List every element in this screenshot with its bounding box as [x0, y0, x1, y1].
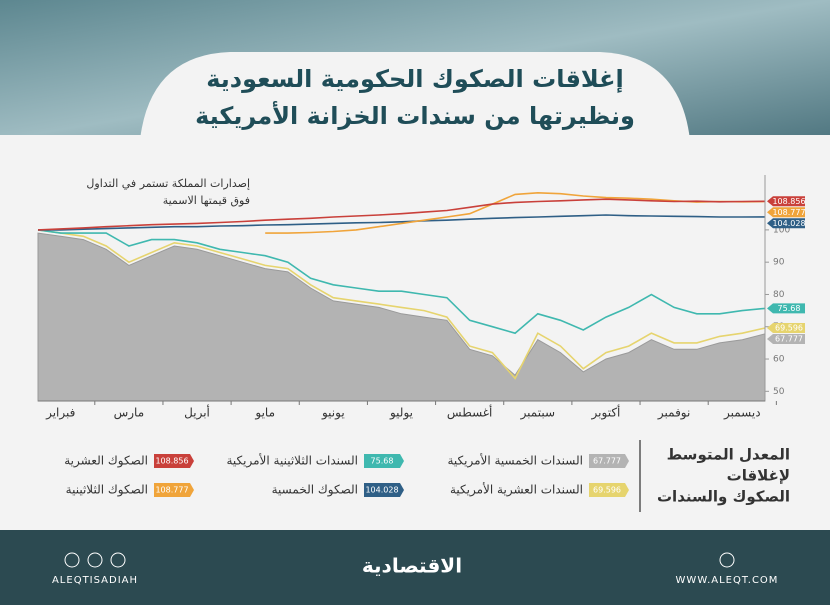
- footer-bg: [0, 530, 830, 605]
- annotation: إصدارات المملكة تستمر في التداول: [86, 177, 250, 190]
- legend-label: الصكوك الثلاثينية: [66, 483, 148, 498]
- legend-swatch: [154, 483, 194, 497]
- value-tag: [767, 323, 805, 334]
- legend-swatch: [364, 483, 404, 497]
- legend-value: 67.777: [593, 457, 621, 466]
- value-label: 67.777: [775, 335, 803, 344]
- legend-swatch: [364, 454, 404, 468]
- footer-handle: ALEQTISADIAH: [52, 575, 138, 586]
- line: [38, 214, 766, 231]
- value-tag: [767, 196, 805, 207]
- value-label: 69.596: [775, 324, 803, 333]
- y-tick-label: 50: [773, 387, 785, 397]
- x-tick-label: نوفمبر: [657, 406, 690, 421]
- footer-brand: الاقتصادية: [362, 554, 462, 578]
- icon: [110, 552, 126, 568]
- value-label: 108.777: [772, 208, 805, 217]
- legend-value: 108.856: [155, 457, 188, 466]
- x-tick-label: سبتمبر: [520, 406, 555, 421]
- legend-label: الصكوك العشرية: [64, 454, 148, 469]
- legend-value: 75.68: [371, 457, 394, 466]
- value-tag: [767, 207, 805, 218]
- annotation: فوق قيمتها الاسمية: [163, 194, 250, 207]
- x-tick-label: يوليو: [389, 406, 413, 421]
- x-tick-label: مايو: [254, 406, 275, 421]
- value-tag: [767, 303, 805, 314]
- legend-swatch: [154, 454, 194, 468]
- x-tick-label: فبراير: [45, 406, 75, 421]
- title-panel: [140, 52, 690, 140]
- x-tick-label: مارس: [114, 406, 145, 421]
- legend-title: الصكوك والسندات: [657, 488, 790, 506]
- line: [37, 229, 766, 380]
- x-tick-label: أكتوبر: [591, 405, 621, 421]
- legend-value: 108.777: [155, 486, 188, 495]
- legend-swatch: [589, 454, 629, 468]
- x-tick-label: ديسمبر: [723, 406, 761, 421]
- legend-label: السندات العشرية الأمريكية: [450, 482, 583, 498]
- icon: [64, 552, 80, 568]
- legend-label: السندات الثلاثينية الأمريكية: [226, 453, 358, 469]
- legend-label: السندات الخمسية الأمريكية: [447, 453, 583, 469]
- title-line: إغلاقات الصكوك الحكومية السعودية: [206, 65, 624, 93]
- footer-site: WWW.ALEQT.COM: [676, 575, 779, 586]
- x-tick-label: أبريل: [184, 405, 210, 421]
- plot: [37, 191, 766, 402]
- legend-value: 104.028: [365, 486, 398, 495]
- title-line: ونظيرتها من سندات الخزانة الأمريكية: [195, 101, 635, 130]
- y-tick-label: 100: [773, 225, 790, 235]
- area: [37, 232, 766, 402]
- x-tick-label: يونيو: [321, 406, 345, 421]
- y-tick-label: 60: [773, 355, 785, 365]
- line: [37, 198, 766, 231]
- icon: [87, 552, 103, 568]
- line: [37, 229, 766, 335]
- value-tag: [767, 218, 805, 229]
- x-tick-label: أغسطس: [447, 405, 492, 421]
- value-label: 108.856: [772, 197, 805, 206]
- value-label: 75.68: [778, 304, 801, 313]
- legend-swatch: [589, 483, 629, 497]
- legend-title: المعدل المتوسط: [667, 446, 790, 464]
- legend-label: الصكوك الخمسية: [272, 483, 358, 498]
- legend-title: لإغلاقات: [727, 467, 790, 485]
- value-label: 104.028: [772, 219, 805, 228]
- legend-value: 69.596: [593, 486, 621, 495]
- y-tick-label: 90: [773, 258, 785, 268]
- value-tag: [767, 334, 805, 345]
- icon: [719, 552, 735, 568]
- y-tick-label: 80: [773, 290, 785, 300]
